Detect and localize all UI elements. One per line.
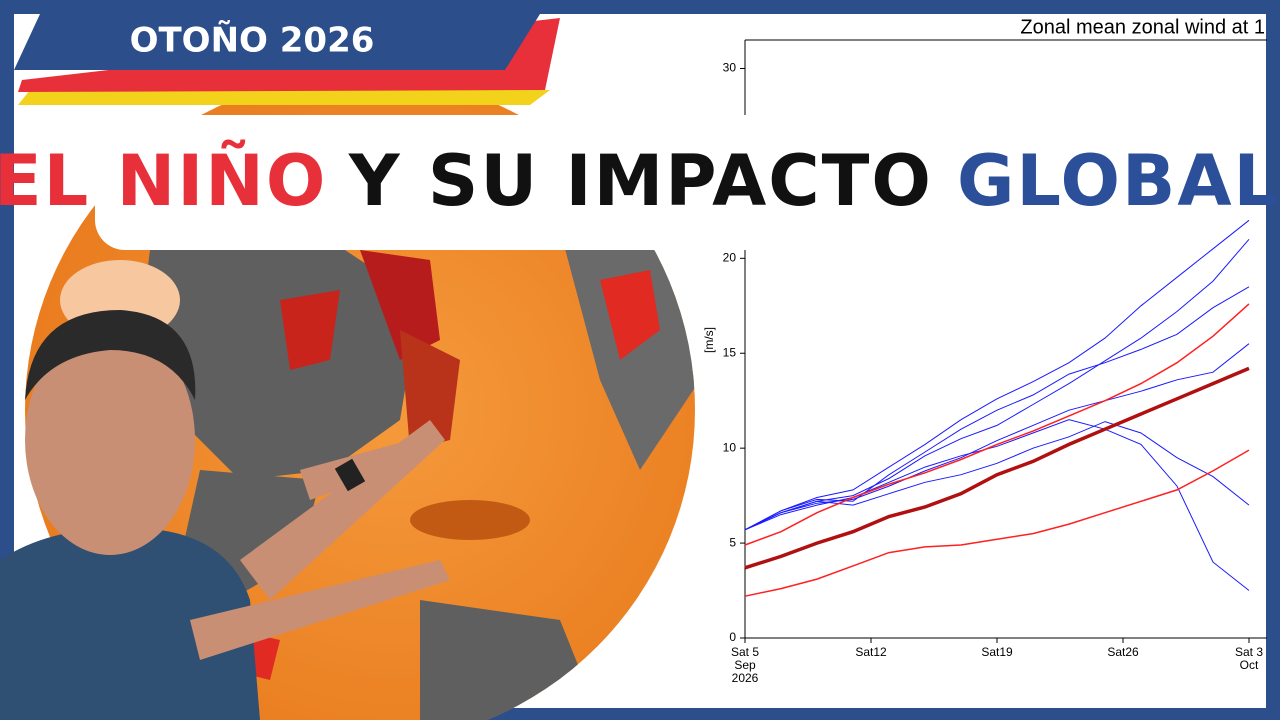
headline-text: EL NIÑO Y SU IMPACTO GLOBAL bbox=[0, 140, 1280, 222]
headline-part: EL NIÑO bbox=[0, 140, 325, 222]
series-line bbox=[744, 219, 1250, 531]
x-tick-label: Sat26 bbox=[1107, 645, 1139, 659]
banner-text: OTOÑO 2026 bbox=[130, 20, 375, 61]
season-banner: OTOÑO 2026 bbox=[14, 14, 560, 105]
x-tick-label: Sat12 bbox=[855, 645, 887, 659]
y-tick-label: 30 bbox=[723, 61, 737, 75]
x-tick-label: 2026 bbox=[732, 671, 759, 685]
y-axis-label: [m/s] bbox=[702, 327, 716, 353]
series-line bbox=[744, 238, 1250, 531]
y-tick-label: 5 bbox=[729, 535, 736, 549]
series-line bbox=[744, 421, 1250, 531]
series-line bbox=[744, 286, 1250, 531]
chart-title: Zonal mean zonal wind at 1 bbox=[1020, 16, 1265, 38]
x-tick-label: Sep bbox=[734, 658, 756, 672]
presenter-photo bbox=[0, 310, 450, 720]
series-line bbox=[744, 449, 1250, 597]
y-tick-label: 15 bbox=[723, 345, 737, 359]
x-tick-label: Sat 5 bbox=[731, 645, 759, 659]
x-tick-label: Oct bbox=[1240, 658, 1259, 672]
series-line bbox=[744, 343, 1250, 531]
series-line bbox=[744, 366, 1250, 570]
headline: EL NIÑO Y SU IMPACTO GLOBAL bbox=[0, 115, 1280, 250]
headline-part: Y SU IMPACTO bbox=[348, 140, 933, 222]
x-tick-label: Sat 3 bbox=[1235, 645, 1263, 659]
y-tick-label: 20 bbox=[723, 250, 737, 264]
series-line bbox=[744, 303, 1250, 546]
y-tick-label: 10 bbox=[723, 440, 737, 454]
x-tick-label: Sat19 bbox=[981, 645, 1013, 659]
headline-part: GLOBAL bbox=[957, 140, 1280, 222]
y-tick-label: 0 bbox=[729, 630, 736, 644]
chart: Zonal mean zonal wind at 1 [m/s] 0 5 10 15 2… bbox=[702, 16, 1267, 685]
